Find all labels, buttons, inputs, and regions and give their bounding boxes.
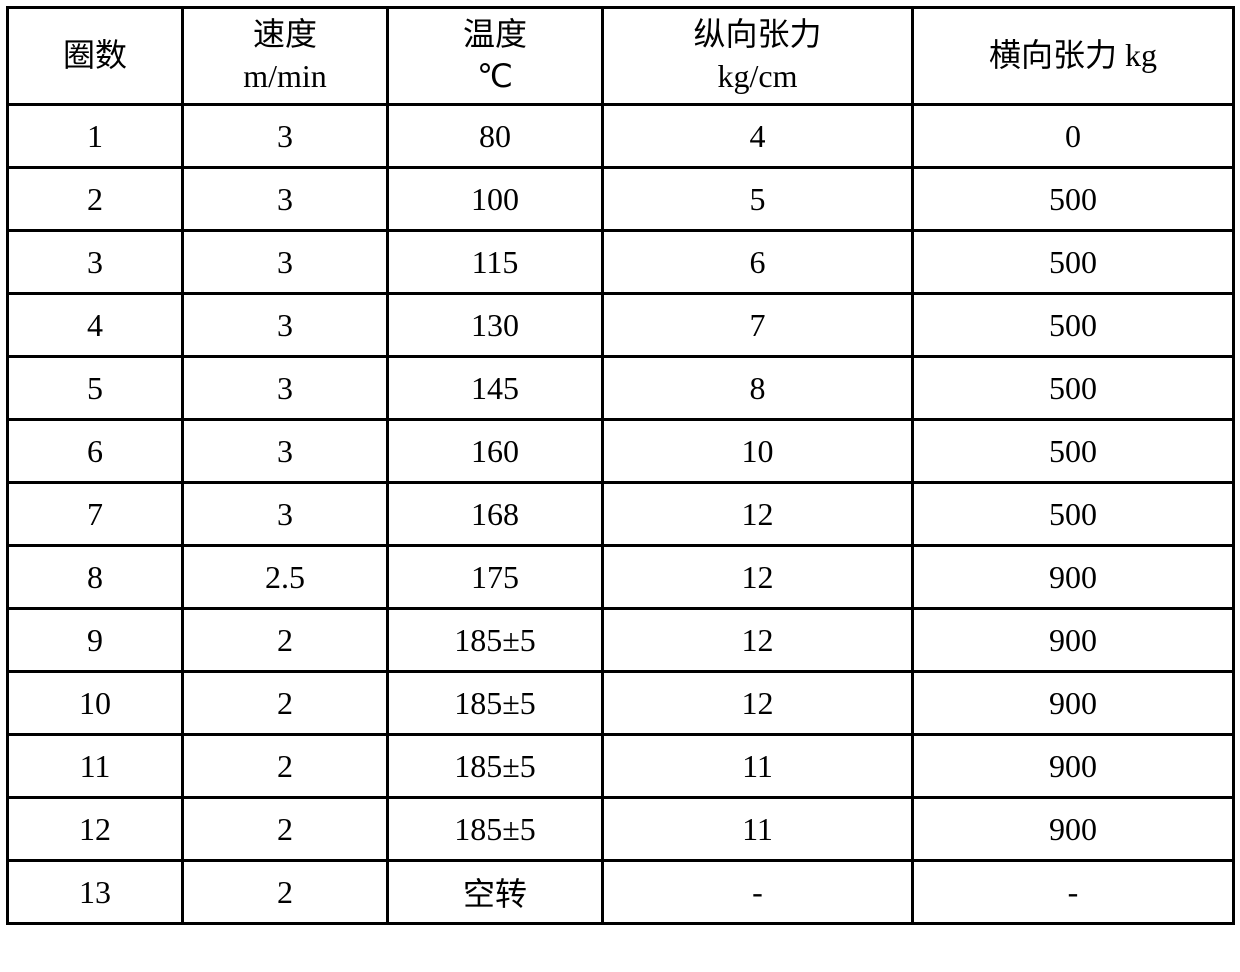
cell-lateral: 900 (913, 546, 1234, 609)
table-row: 2 3 100 5 500 (8, 168, 1234, 231)
cell-lateral: 0 (913, 105, 1234, 168)
cell-turns: 5 (8, 357, 183, 420)
cell-speed: 3 (183, 105, 388, 168)
cell-turns: 13 (8, 861, 183, 924)
table-row: 1 3 80 4 0 (8, 105, 1234, 168)
col-header-lateral-tension: 横向张力 kg (913, 8, 1234, 105)
cell-lateral: 900 (913, 798, 1234, 861)
col-header-temperature: 温度 ℃ (388, 8, 603, 105)
cell-temperature: 185±5 (388, 672, 603, 735)
cell-temperature: 168 (388, 483, 603, 546)
cell-lateral: - (913, 861, 1234, 924)
cell-temperature: 175 (388, 546, 603, 609)
table-row: 9 2 185±5 12 900 (8, 609, 1234, 672)
cell-temperature: 115 (388, 231, 603, 294)
cell-turns: 3 (8, 231, 183, 294)
cell-turns: 4 (8, 294, 183, 357)
cell-speed: 3 (183, 420, 388, 483)
cell-speed: 3 (183, 231, 388, 294)
cell-temperature: 145 (388, 357, 603, 420)
cell-longitudinal: 7 (603, 294, 913, 357)
cell-longitudinal: 6 (603, 231, 913, 294)
cell-longitudinal: 11 (603, 735, 913, 798)
cell-lateral: 500 (913, 231, 1234, 294)
cell-speed: 2 (183, 609, 388, 672)
col-header-turns: 圈数 (8, 8, 183, 105)
cell-speed: 2 (183, 861, 388, 924)
cell-turns: 10 (8, 672, 183, 735)
cell-turns: 2 (8, 168, 183, 231)
cell-longitudinal: 5 (603, 168, 913, 231)
cell-lateral: 900 (913, 609, 1234, 672)
table-row: 3 3 115 6 500 (8, 231, 1234, 294)
table-row: 6 3 160 10 500 (8, 420, 1234, 483)
cell-speed: 2 (183, 735, 388, 798)
cell-temperature: 160 (388, 420, 603, 483)
cell-turns: 11 (8, 735, 183, 798)
cell-temperature: 185±5 (388, 735, 603, 798)
cell-longitudinal: 12 (603, 483, 913, 546)
cell-longitudinal: - (603, 861, 913, 924)
cell-lateral: 500 (913, 357, 1234, 420)
cell-speed: 3 (183, 483, 388, 546)
cell-longitudinal: 10 (603, 420, 913, 483)
cell-turns: 9 (8, 609, 183, 672)
cell-temperature: 130 (388, 294, 603, 357)
parameters-table: 圈数 速度 m/min 温度 ℃ 纵向张力 kg/cm 横向张力 kg 1 3 … (6, 6, 1235, 925)
cell-longitudinal: 8 (603, 357, 913, 420)
cell-temperature: 空转 (388, 861, 603, 924)
cell-longitudinal: 11 (603, 798, 913, 861)
table-row: 11 2 185±5 11 900 (8, 735, 1234, 798)
cell-lateral: 500 (913, 420, 1234, 483)
table-row: 12 2 185±5 11 900 (8, 798, 1234, 861)
cell-longitudinal: 4 (603, 105, 913, 168)
cell-temperature: 80 (388, 105, 603, 168)
cell-lateral: 900 (913, 735, 1234, 798)
cell-lateral: 500 (913, 483, 1234, 546)
table-row: 4 3 130 7 500 (8, 294, 1234, 357)
cell-temperature: 185±5 (388, 609, 603, 672)
cell-temperature: 185±5 (388, 798, 603, 861)
col-header-longitudinal-tension: 纵向张力 kg/cm (603, 8, 913, 105)
table-row: 7 3 168 12 500 (8, 483, 1234, 546)
table-header-row: 圈数 速度 m/min 温度 ℃ 纵向张力 kg/cm 横向张力 kg (8, 8, 1234, 105)
cell-temperature: 100 (388, 168, 603, 231)
cell-turns: 7 (8, 483, 183, 546)
cell-turns: 12 (8, 798, 183, 861)
table-row: 8 2.5 175 12 900 (8, 546, 1234, 609)
cell-longitudinal: 12 (603, 546, 913, 609)
cell-longitudinal: 12 (603, 672, 913, 735)
cell-lateral: 900 (913, 672, 1234, 735)
table-row: 13 2 空转 - - (8, 861, 1234, 924)
cell-lateral: 500 (913, 294, 1234, 357)
cell-turns: 8 (8, 546, 183, 609)
cell-lateral: 500 (913, 168, 1234, 231)
col-header-speed: 速度 m/min (183, 8, 388, 105)
cell-speed: 3 (183, 294, 388, 357)
cell-speed: 2 (183, 798, 388, 861)
cell-turns: 6 (8, 420, 183, 483)
cell-speed: 3 (183, 168, 388, 231)
table-row: 10 2 185±5 12 900 (8, 672, 1234, 735)
cell-speed: 2 (183, 672, 388, 735)
table-body: 1 3 80 4 0 2 3 100 5 500 3 3 115 6 500 4… (8, 105, 1234, 924)
cell-speed: 3 (183, 357, 388, 420)
cell-turns: 1 (8, 105, 183, 168)
table-row: 5 3 145 8 500 (8, 357, 1234, 420)
cell-longitudinal: 12 (603, 609, 913, 672)
cell-speed: 2.5 (183, 546, 388, 609)
